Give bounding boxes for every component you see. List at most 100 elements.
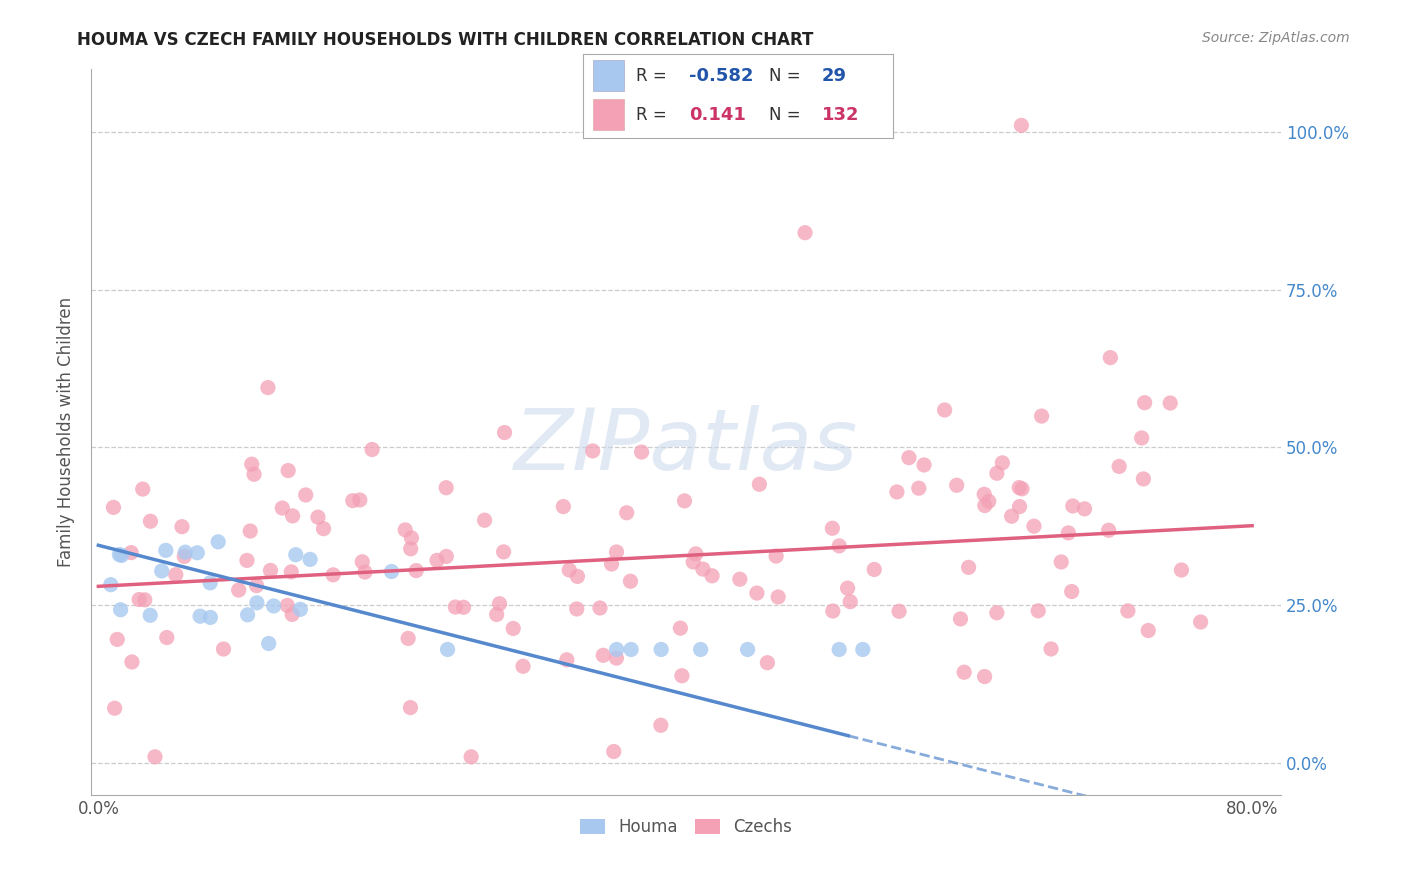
Point xyxy=(240,457,263,471)
Point xyxy=(280,565,302,579)
Point xyxy=(361,442,384,457)
Point xyxy=(108,548,131,562)
Point xyxy=(228,582,250,597)
Point xyxy=(620,642,643,657)
Point xyxy=(1108,459,1130,474)
Point xyxy=(1040,642,1063,657)
Point xyxy=(174,545,197,559)
Point xyxy=(200,610,222,624)
Point xyxy=(700,568,723,582)
Point xyxy=(342,493,364,508)
Point xyxy=(1170,563,1192,577)
Point xyxy=(973,669,995,683)
Point xyxy=(766,590,789,604)
Point xyxy=(907,481,929,495)
Point xyxy=(1031,409,1053,423)
Point xyxy=(436,642,458,657)
Legend: Houma, Czechs: Houma, Czechs xyxy=(572,810,800,845)
Point xyxy=(605,651,627,665)
Point xyxy=(349,493,371,508)
Point xyxy=(957,560,980,574)
Point xyxy=(236,553,259,567)
Point xyxy=(492,545,515,559)
Point xyxy=(132,482,155,496)
Point xyxy=(600,557,623,571)
Point xyxy=(669,621,692,635)
Point xyxy=(120,546,142,560)
Point xyxy=(405,564,427,578)
Bar xyxy=(593,99,624,130)
Point xyxy=(290,602,312,616)
Bar xyxy=(593,61,624,91)
Point xyxy=(394,523,416,537)
Point xyxy=(1098,523,1121,537)
Point xyxy=(973,487,995,501)
Point xyxy=(821,604,844,618)
Point xyxy=(619,574,641,589)
Text: -0.582: -0.582 xyxy=(689,67,754,85)
Point xyxy=(488,597,510,611)
Point xyxy=(685,547,707,561)
Point xyxy=(737,642,759,657)
Point xyxy=(934,403,956,417)
Point xyxy=(1132,472,1154,486)
Point xyxy=(354,565,377,579)
Point xyxy=(912,458,935,472)
Point xyxy=(1050,555,1073,569)
Point xyxy=(460,749,482,764)
Point xyxy=(110,603,132,617)
Text: HOUMA VS CZECH FAMILY HOUSEHOLDS WITH CHILDREN CORRELATION CHART: HOUMA VS CZECH FAMILY HOUSEHOLDS WITH CH… xyxy=(77,31,814,49)
Point xyxy=(949,612,972,626)
Point xyxy=(128,592,150,607)
Point xyxy=(243,467,266,482)
Point xyxy=(977,494,1000,508)
Y-axis label: Family Households with Children: Family Households with Children xyxy=(58,296,75,566)
Point xyxy=(986,606,1008,620)
Point xyxy=(165,567,187,582)
Point xyxy=(322,567,344,582)
Point xyxy=(474,513,496,527)
Point xyxy=(991,456,1014,470)
Point xyxy=(650,642,672,657)
Point xyxy=(828,642,851,657)
Point xyxy=(828,539,851,553)
Point xyxy=(104,701,127,715)
Point xyxy=(380,565,402,579)
Point xyxy=(284,548,307,562)
Point xyxy=(110,549,132,563)
Point xyxy=(945,478,967,492)
Point xyxy=(986,467,1008,481)
Point xyxy=(794,226,817,240)
Point xyxy=(271,501,294,516)
Point xyxy=(650,718,672,732)
Point xyxy=(765,549,787,563)
Point xyxy=(399,541,422,556)
Point xyxy=(444,600,467,615)
Text: 0.141: 0.141 xyxy=(689,105,745,123)
Point xyxy=(565,602,588,616)
Point xyxy=(1026,604,1049,618)
Point xyxy=(156,631,179,645)
Point xyxy=(139,514,162,528)
Point xyxy=(567,569,589,583)
Point xyxy=(886,485,908,500)
Point xyxy=(188,609,211,624)
Point xyxy=(173,549,195,564)
Text: R =: R = xyxy=(636,105,672,123)
Point xyxy=(399,700,422,714)
Point xyxy=(150,564,173,578)
Point xyxy=(1130,431,1153,445)
Point xyxy=(603,744,626,758)
Point xyxy=(263,599,285,613)
Text: 29: 29 xyxy=(821,67,846,85)
Point xyxy=(259,563,281,577)
Point xyxy=(143,749,166,764)
Point xyxy=(246,596,269,610)
Point xyxy=(1159,396,1181,410)
Point xyxy=(682,555,704,569)
Point xyxy=(257,381,280,395)
Text: Source: ZipAtlas.com: Source: ZipAtlas.com xyxy=(1202,31,1350,45)
Point xyxy=(426,553,449,567)
Point xyxy=(673,494,696,508)
Point xyxy=(1099,351,1122,365)
